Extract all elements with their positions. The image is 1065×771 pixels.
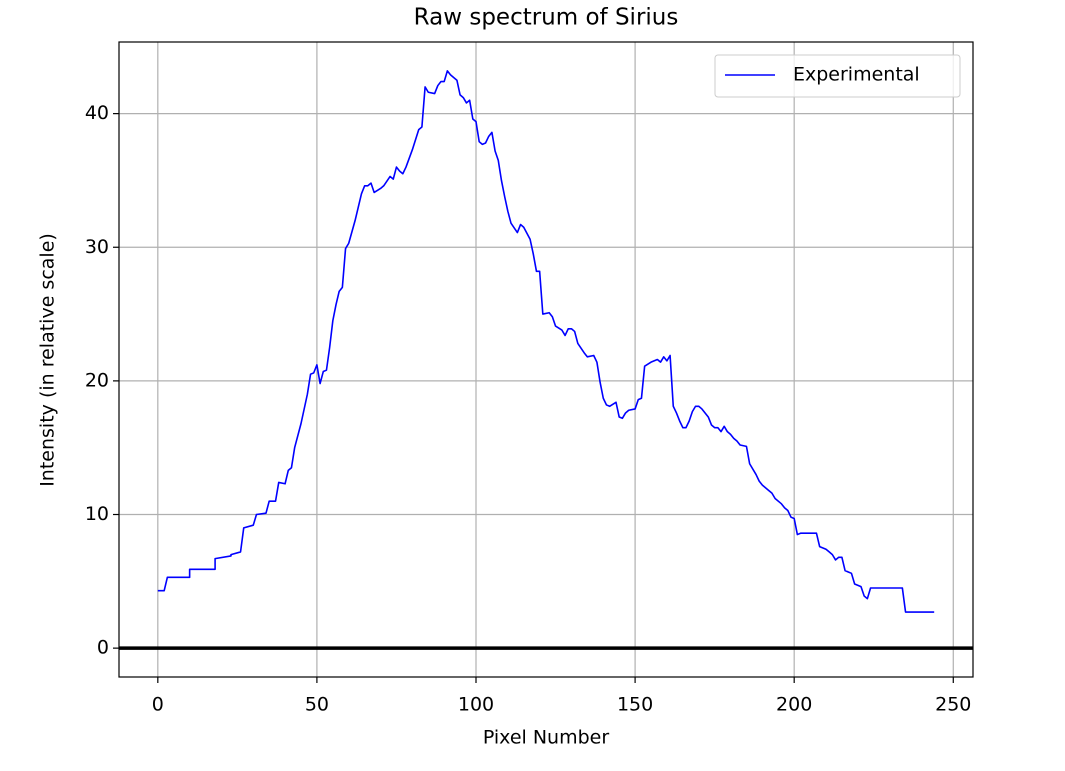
x-tick-label: 100 bbox=[458, 694, 494, 716]
legend: Experimental bbox=[714, 54, 961, 98]
x-axis-label: Pixel Number bbox=[483, 727, 609, 749]
chart-title: Raw spectrum of Sirius bbox=[414, 5, 679, 31]
x-tick-label: 0 bbox=[152, 694, 164, 716]
data-line bbox=[157, 70, 935, 613]
axes-frame bbox=[118, 41, 974, 678]
x-tick-label: 200 bbox=[776, 694, 812, 716]
y-axis-label: Intensity (in relative scale) bbox=[37, 233, 59, 487]
x-tick-label: 250 bbox=[935, 694, 971, 716]
legend-label: Experimental bbox=[793, 64, 920, 86]
x-tick-label: 50 bbox=[305, 694, 329, 716]
y-tick-label: 0 bbox=[97, 637, 109, 659]
y-tick-label: 20 bbox=[85, 369, 109, 391]
y-tick-label: 30 bbox=[85, 236, 109, 258]
legend-box bbox=[714, 54, 961, 98]
y-tick-label: 40 bbox=[85, 102, 109, 124]
y-tick-label: 10 bbox=[85, 503, 109, 525]
x-tick-label: 150 bbox=[617, 694, 653, 716]
